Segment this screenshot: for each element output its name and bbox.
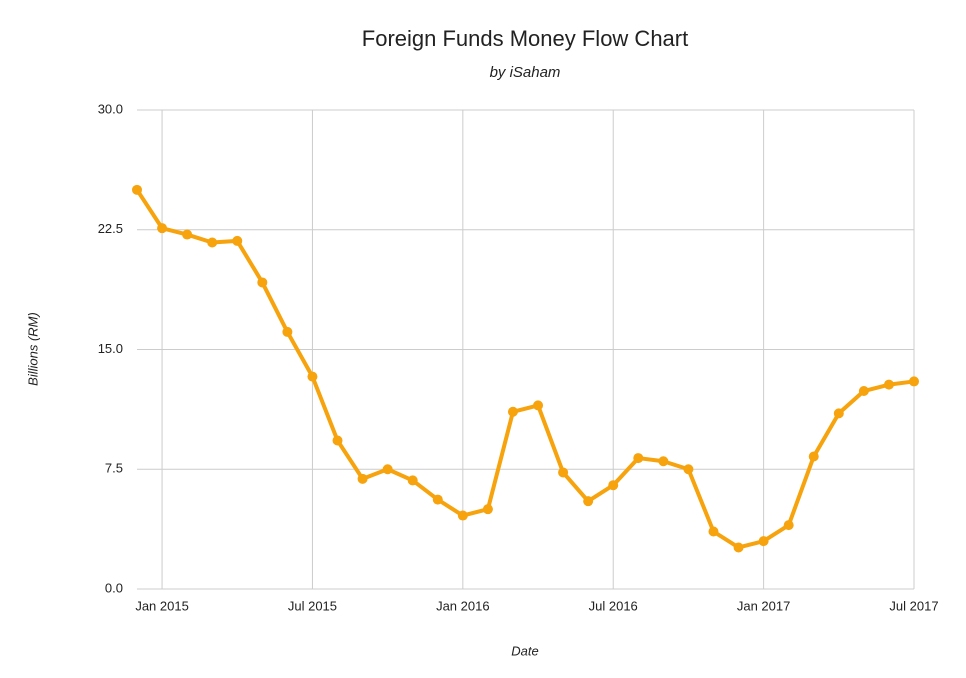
data-point bbox=[457, 510, 468, 521]
chart-subtitle: by iSaham bbox=[490, 64, 561, 81]
data-point bbox=[282, 326, 293, 337]
data-point bbox=[633, 453, 644, 464]
data-point bbox=[733, 542, 744, 553]
data-point bbox=[232, 235, 243, 246]
y-axis-title: Billions (RM) bbox=[25, 312, 40, 386]
data-point bbox=[558, 467, 569, 478]
data-point bbox=[883, 379, 894, 390]
x-tick-label: Jul 2016 bbox=[589, 598, 638, 613]
x-tick-label: Jan 2015 bbox=[135, 598, 189, 613]
data-point bbox=[708, 526, 719, 537]
data-point bbox=[482, 504, 493, 515]
data-point bbox=[533, 400, 544, 411]
data-point bbox=[307, 371, 318, 382]
x-axis-title: Date bbox=[511, 643, 538, 658]
series-line bbox=[135, 188, 915, 550]
data-point bbox=[182, 229, 193, 240]
data-point bbox=[583, 496, 594, 507]
data-point bbox=[507, 406, 518, 417]
x-tick-label: Jul 2015 bbox=[288, 598, 337, 613]
data-point bbox=[858, 386, 869, 397]
data-point bbox=[683, 464, 694, 475]
data-point bbox=[833, 408, 844, 419]
y-tick-label: 0.0 bbox=[105, 580, 123, 595]
x-tick-label: Jan 2016 bbox=[436, 598, 490, 613]
data-point bbox=[608, 480, 619, 491]
data-point bbox=[909, 376, 919, 387]
x-tick-label: Jul 2017 bbox=[889, 598, 938, 613]
data-point bbox=[658, 456, 669, 467]
data-point bbox=[357, 473, 368, 484]
chart-title: Foreign Funds Money Flow Chart bbox=[362, 26, 688, 51]
data-point bbox=[332, 435, 343, 446]
data-point bbox=[808, 451, 819, 462]
data-point bbox=[157, 223, 168, 234]
data-point bbox=[432, 494, 443, 505]
y-tick-label: 30.0 bbox=[98, 101, 123, 116]
y-tick-label: 22.5 bbox=[98, 221, 123, 236]
data-point bbox=[407, 475, 418, 486]
data-point bbox=[132, 184, 142, 195]
data-point bbox=[758, 536, 769, 547]
data-point bbox=[257, 277, 268, 288]
x-tick-label: Jan 2017 bbox=[737, 598, 791, 613]
y-tick-label: 15.0 bbox=[98, 341, 123, 356]
data-point bbox=[207, 237, 218, 248]
data-point bbox=[783, 520, 794, 531]
data-point bbox=[382, 464, 393, 475]
y-tick-label: 7.5 bbox=[105, 461, 123, 476]
